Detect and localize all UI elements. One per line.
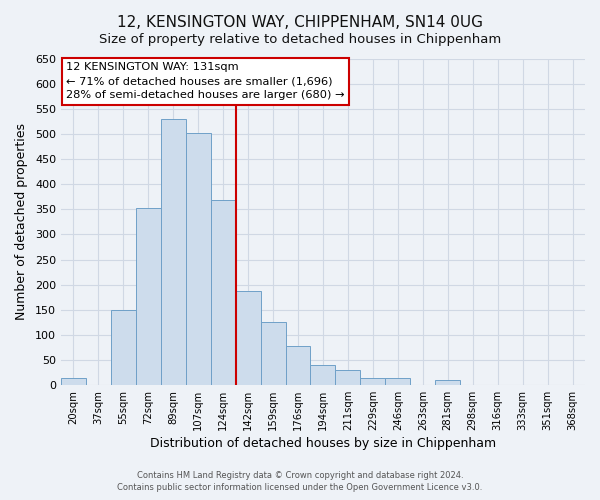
X-axis label: Distribution of detached houses by size in Chippenham: Distribution of detached houses by size … [150, 437, 496, 450]
Text: 12 KENSINGTON WAY: 131sqm
← 71% of detached houses are smaller (1,696)
28% of se: 12 KENSINGTON WAY: 131sqm ← 71% of detac… [66, 62, 344, 100]
Text: Contains HM Land Registry data © Crown copyright and database right 2024.
Contai: Contains HM Land Registry data © Crown c… [118, 471, 482, 492]
Bar [236, 290, 260, 385]
Bar [260, 322, 286, 385]
Bar [435, 380, 460, 385]
Bar [310, 365, 335, 385]
Bar [111, 310, 136, 385]
Bar [385, 378, 410, 385]
Y-axis label: Number of detached properties: Number of detached properties [15, 124, 28, 320]
Text: Size of property relative to detached houses in Chippenham: Size of property relative to detached ho… [99, 32, 501, 46]
Bar [361, 378, 385, 385]
Bar [186, 132, 211, 385]
Bar [161, 119, 186, 385]
Text: 12, KENSINGTON WAY, CHIPPENHAM, SN14 0UG: 12, KENSINGTON WAY, CHIPPENHAM, SN14 0UG [117, 15, 483, 30]
Bar [61, 378, 86, 385]
Bar [136, 208, 161, 385]
Bar [211, 200, 236, 385]
Bar [335, 370, 361, 385]
Bar [286, 346, 310, 385]
